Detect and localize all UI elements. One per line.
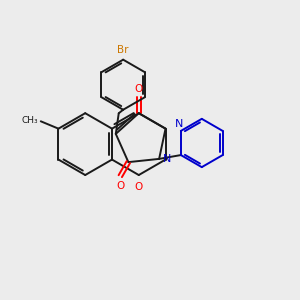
Text: O: O <box>135 182 143 191</box>
Text: O: O <box>135 84 143 94</box>
Text: N: N <box>163 154 171 164</box>
Text: Br: Br <box>117 45 129 55</box>
Text: O: O <box>116 182 124 191</box>
Text: CH₃: CH₃ <box>22 116 38 125</box>
Text: N: N <box>175 118 184 129</box>
